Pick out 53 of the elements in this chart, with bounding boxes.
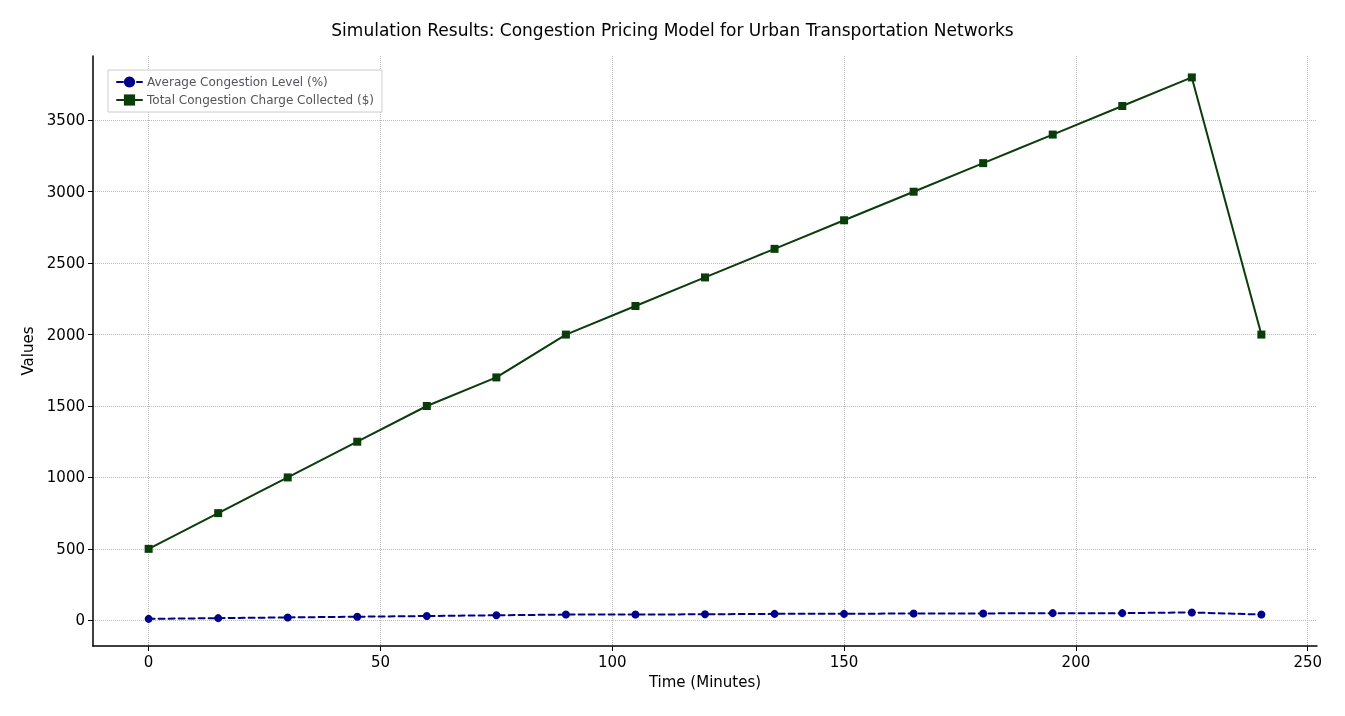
legend-label: Average Congestion Level (%) [147,75,328,89]
chart-title: Simulation Results: Congestion Pricing Model for Urban Transportation Networks [331,19,1014,40]
point [422,612,431,620]
legend-label: Total Congestion Charge Collected ($) [146,93,374,107]
point [214,509,223,518]
point [214,614,223,623]
point [1118,609,1127,618]
point [283,473,292,482]
point [144,544,153,553]
point [840,216,849,225]
point [283,613,292,622]
point [1048,609,1057,618]
y-tick-label: 1000 [46,468,85,487]
x-tick-label: 150 [829,652,859,671]
point [979,159,988,168]
y-tick-label: 2000 [46,325,85,344]
point [561,330,570,339]
point [770,609,779,618]
point [1118,102,1127,110]
y-axis-title: Values [19,326,38,376]
x-axis-title: Time (Minutes) [647,672,762,691]
point [631,610,640,619]
point [492,373,501,382]
point [1187,608,1196,617]
y-tick-label: 500 [56,539,85,558]
x-tick-label: 0 [143,652,154,671]
x-tick-label: 100 [597,652,627,671]
point [770,244,779,253]
point [909,609,918,618]
point [1187,73,1196,82]
y-tick-label: 3500 [46,111,85,130]
point [631,302,640,310]
x-tick-label: 200 [1061,652,1091,671]
point [1257,610,1266,619]
point [353,437,362,446]
point [492,611,501,620]
y-tick-label: 3000 [46,182,85,201]
point [1257,330,1266,339]
point [422,402,431,410]
y-tick-label: 0 [75,611,85,630]
x-tick-label: 50 [370,652,390,671]
y-tick-label: 1500 [46,397,85,415]
point [1048,130,1057,139]
point [979,609,988,618]
point [561,610,570,619]
point [701,273,709,282]
point [701,610,709,619]
point [840,609,849,618]
point [353,612,362,621]
point [144,614,153,623]
x-tick-label: 250 [1293,652,1323,671]
point [909,187,918,196]
y-tick-label: 2500 [46,254,85,273]
